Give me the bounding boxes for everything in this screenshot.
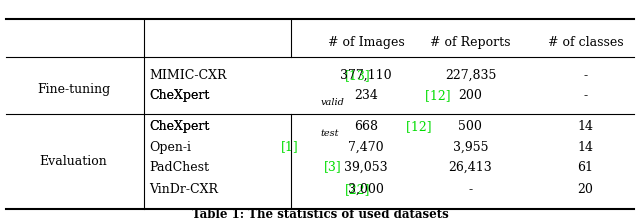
Text: CheXpert: CheXpert [149,89,209,102]
Text: [1]: [1] [281,140,299,153]
Text: 227,835: 227,835 [445,69,496,82]
Text: Evaluation: Evaluation [40,155,108,168]
Text: Open-i: Open-i [149,140,191,153]
Text: -: - [468,183,472,196]
Text: 3,955: 3,955 [452,140,488,153]
Text: [22]: [22] [345,183,371,196]
Text: 200: 200 [458,89,483,102]
Text: CheXpert: CheXpert [149,120,209,133]
Text: PadChest: PadChest [149,161,209,173]
Text: 26,413: 26,413 [449,161,492,173]
Text: CheXpert: CheXpert [149,89,209,102]
Text: 3,000: 3,000 [348,183,384,196]
Text: 39,053: 39,053 [344,161,388,173]
Text: 500: 500 [458,120,483,133]
Text: 14: 14 [578,140,594,153]
Text: VinDr-CXR: VinDr-CXR [149,183,218,196]
Text: [3]: [3] [324,161,342,173]
Text: 234: 234 [354,89,378,102]
Text: 20: 20 [578,183,593,196]
Text: -: - [584,69,588,82]
Text: 7,470: 7,470 [348,140,384,153]
Text: test: test [321,129,339,138]
Text: 14: 14 [578,120,594,133]
Text: # of Images: # of Images [328,36,404,49]
Text: MIMIC-CXR: MIMIC-CXR [149,69,227,82]
Text: 668: 668 [354,120,378,133]
Text: 377,110: 377,110 [340,69,392,82]
Text: # of classes: # of classes [548,36,623,49]
Text: Fine-tuning: Fine-tuning [37,83,110,96]
Text: # of Reports: # of Reports [430,36,511,49]
Text: [12]: [12] [402,120,431,133]
Text: Table 1: The statistics of used datasets: Table 1: The statistics of used datasets [191,208,449,221]
Text: 61: 61 [578,161,594,173]
Text: [12]: [12] [420,89,451,102]
Text: valid: valid [321,98,344,107]
Text: [13]: [13] [345,69,371,82]
Text: -: - [584,89,588,102]
Text: CheXpert: CheXpert [149,120,209,133]
